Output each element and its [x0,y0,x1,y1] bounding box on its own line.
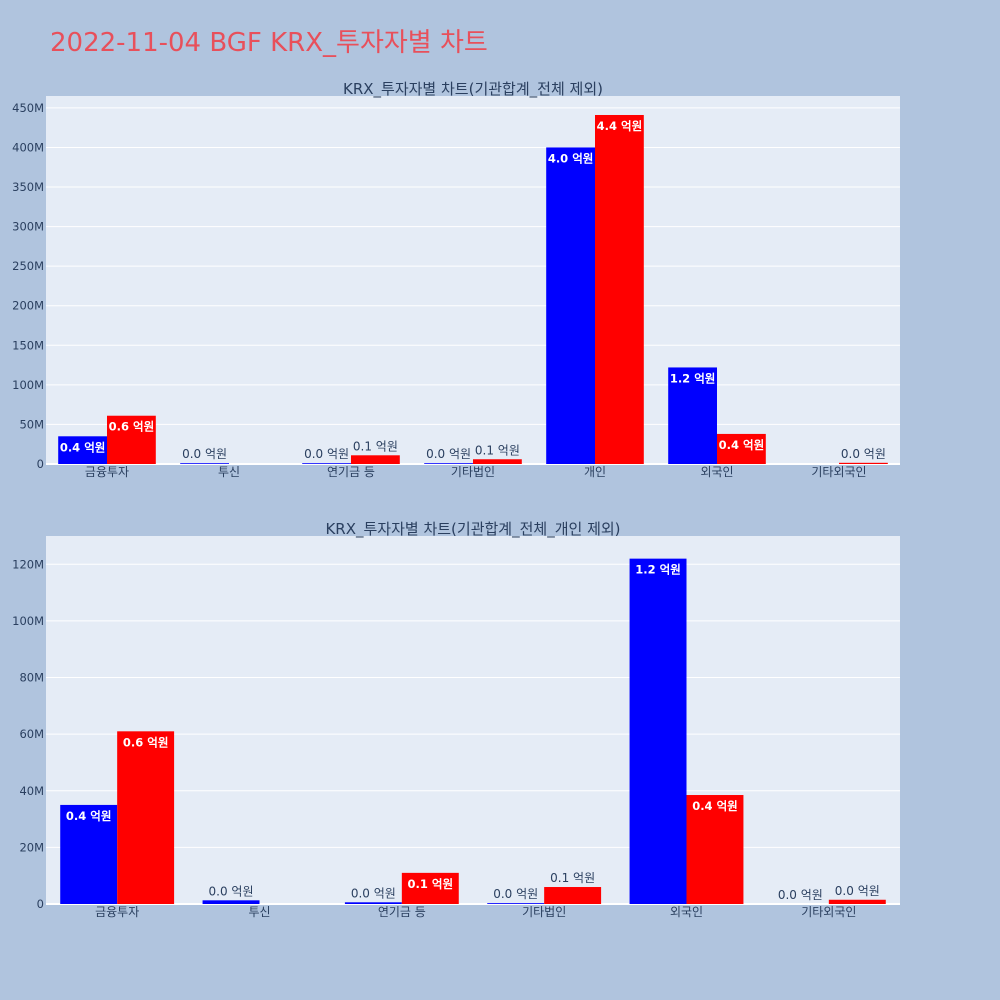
y-tick-label: 200M [12,299,44,313]
x-category-label: 외국인 [670,905,703,919]
y-tick-label: 120M [12,557,44,571]
y-tick-label: 60M [19,727,44,741]
bar-value-label: 0.1 억원 [408,877,454,891]
bar-value-label: 0.0 억원 [304,447,349,461]
bar-value-label: 4.4 억원 [597,119,643,133]
bar-value-label: 0.1 억원 [550,871,595,885]
bar-sell[interactable] [595,114,644,465]
chart-title-2: KRX_투자자별 차트(기관합계_전체_개인 제외) [325,520,620,539]
bar-value-label: 0.4 억원 [692,799,738,813]
x-category-label: 투신 [218,465,240,479]
bar-value-label: 0.0 억원 [351,886,396,900]
bar-value-label: 1.2 억원 [670,371,716,385]
bar-sell[interactable] [717,433,766,464]
y-tick-label: 250M [12,259,44,273]
bar-buy[interactable] [424,463,473,464]
bar-value-label: 0.0 억원 [493,887,538,901]
bar-buy[interactable] [60,804,118,904]
x-category-label: 개인 [584,465,606,479]
y-tick-label: 450M [12,101,44,115]
bar-buy[interactable] [58,436,107,464]
plot-area-2 [46,536,900,904]
plot-area-1 [46,96,900,464]
y-tick-label: 350M [12,180,44,194]
y-tick-label: 100M [12,614,44,628]
y-tick-label: 100M [12,378,44,392]
bar-sell[interactable] [839,462,888,464]
y-tick-label: 50M [19,417,44,431]
bar-value-label: 0.6 억원 [123,735,169,749]
bar-buy[interactable] [180,463,229,464]
bar-sell[interactable] [117,731,175,904]
bar-buy[interactable] [487,903,545,904]
x-category-label: 기타법인 [451,465,495,479]
bar-buy[interactable] [668,367,717,464]
bar-buy[interactable] [546,147,595,464]
y-tick-label: 20M [19,840,44,854]
bar-sell[interactable] [686,795,744,904]
y-tick-label: 0 [37,897,44,911]
bar-value-label: 0.4 억원 [66,809,112,823]
y-tick-label: 80M [19,671,44,685]
bar-value-label: 0.0 억원 [778,888,823,902]
bar-sell[interactable] [351,455,400,464]
bar-sell[interactable] [828,899,886,904]
bar-value-label: 0.0 억원 [841,447,886,461]
bar-value-label: 0.1 억원 [475,443,520,457]
x-category-label: 기타외국인 [811,465,866,479]
bar-sell[interactable] [107,415,156,464]
bar-value-label: 0.4 억원 [60,440,106,454]
bar-sell[interactable] [544,887,602,904]
x-category-label: 금융투자 [95,905,139,919]
chart-title-1: KRX_투자자별 차트(기관합계_전체 제외) [343,80,603,99]
page-title: 2022-11-04 BGF KRX_투자자별 차트 [50,28,488,58]
y-tick-label: 0 [37,457,44,471]
bar-value-label: 0.0 억원 [835,884,880,898]
bar-value-label: 4.0 억원 [548,151,594,165]
bar-buy[interactable] [202,900,260,904]
bar-value-label: 0.0 억원 [182,447,227,461]
y-tick-label: 400M [12,140,44,154]
y-tick-label: 150M [12,338,44,352]
bar-value-label: 0.0 억원 [209,884,254,898]
x-category-label: 외국인 [700,465,733,479]
y-tick-label: 300M [12,220,44,234]
x-category-label: 기타법인 [522,905,566,919]
bar-value-label: 0.1 억원 [353,439,398,453]
bar-buy[interactable] [302,463,351,464]
bar-sell[interactable] [401,872,459,904]
bar-sell[interactable] [473,459,522,464]
bar-buy[interactable] [629,558,687,904]
x-category-label: 연기금 등 [327,465,375,479]
x-category-label: 기타외국인 [801,905,856,919]
bar-value-label: 0.6 억원 [109,420,155,434]
bar-value-label: 1.2 억원 [635,563,681,577]
x-category-label: 금융투자 [85,465,129,479]
bar-buy[interactable] [344,902,402,904]
bar-value-label: 0.0 억원 [426,447,471,461]
y-tick-label: 40M [19,784,44,798]
bar-value-label: 0.4 억원 [719,438,765,452]
x-category-label: 연기금 등 [378,905,426,919]
x-category-label: 투신 [248,905,270,919]
